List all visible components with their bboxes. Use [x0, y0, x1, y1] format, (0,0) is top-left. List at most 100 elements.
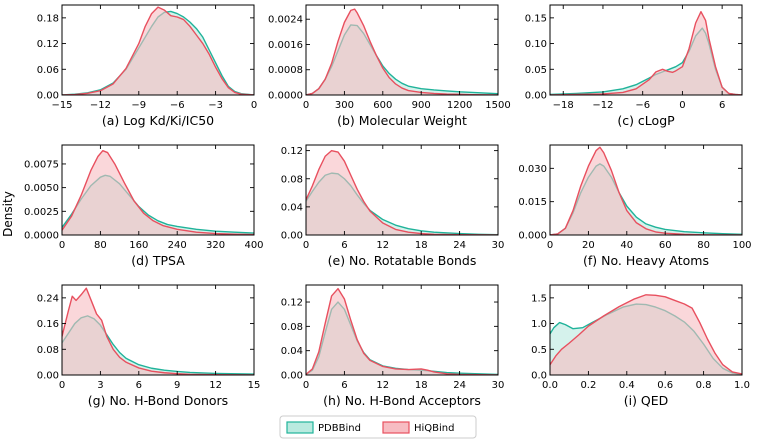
series-line-hiqbind — [62, 149, 254, 235]
y-tick-label: 0.08 — [281, 322, 303, 333]
series-line-hiqbind — [306, 149, 498, 235]
series-area-hiqbind — [306, 150, 498, 235]
panel-b-molecular-weight: 0 300 600 900 1200 1500 0.0000 0.0008 0.0016 0.00… — [268, 4, 511, 128]
series-area-hiqbind — [62, 150, 254, 235]
panel-h-no-h-bond-acceptors: 0 6 12 18 24 30 0.00 0.04 0.08 0.12 (h) No. H-Bond… — [281, 284, 505, 408]
y-tick-label: 0.0008 — [268, 65, 303, 76]
series-line-hiqbind — [306, 287, 498, 375]
y-tick-label: 0.15 — [525, 13, 547, 24]
x-tick-label: 80 — [94, 240, 107, 251]
panel-g-no-h-bond-donors: 0 3 6 9 12 15 0.00 0.08 0.16 0.24 (g) No. H-Bond D… — [37, 284, 261, 408]
series-group — [550, 294, 742, 375]
x-tick-label: −3 — [208, 100, 223, 111]
y-tick-label: 0.12 — [37, 39, 59, 50]
axes-frame — [61, 144, 255, 236]
legend-frame — [279, 415, 477, 439]
x-tick-label: 60 — [659, 240, 672, 251]
y-tick-label: 0.00 — [281, 371, 303, 382]
y-tick-label: 0.0000 — [268, 91, 303, 102]
y-tick-label: 0.0025 — [24, 207, 59, 218]
x-tick-label: 0.6 — [657, 380, 673, 391]
x-tick-label: 24 — [453, 240, 466, 251]
y-tick-label: 0.0000 — [24, 231, 59, 242]
x-tick-label: 15 — [248, 380, 261, 391]
x-tick-label: 900 — [412, 100, 431, 111]
x-tick-label: −6 — [635, 100, 650, 111]
series-line-hiqbind — [550, 294, 742, 375]
x-tick-label: 20 — [582, 240, 595, 251]
y-tick-label: 0.05 — [525, 65, 547, 76]
x-tick-label: 30 — [492, 240, 505, 251]
x-tick-label: 0.8 — [696, 380, 712, 391]
series-area-hiqbind — [550, 11, 742, 95]
x-tick-label: 0.0 — [542, 380, 558, 391]
x-tick-label: 300 — [335, 100, 354, 111]
x-tick-label: 1500 — [485, 100, 510, 111]
y-axis-label: Density — [1, 191, 15, 237]
y-tick-label: 0.12 — [281, 146, 303, 157]
x-tick-label: −12 — [592, 100, 613, 111]
x-tick-label: 100 — [732, 240, 751, 251]
panel-d-tpsa: 0 80 160 240 320 400 0.0000 0.0025 0.0050 0.0075 (… — [24, 144, 264, 268]
axes-frame — [549, 284, 743, 376]
y-tick-label: 0.16 — [37, 319, 59, 330]
series-area-hiqbind — [550, 294, 742, 375]
y-tick-label: 0.08 — [37, 345, 59, 356]
panel-caption: (a) Log Kd/Ki/IC50 — [102, 113, 214, 128]
y-tick-label: 0.000 — [518, 231, 547, 242]
x-tick-label: 6 — [719, 100, 725, 111]
y-tick-label: 0.5 — [531, 345, 547, 356]
x-tick-label: −12 — [90, 100, 111, 111]
panels: −15 −12 −9 −6 −3 00.000.060.120.18(a) Log Kd/… — [24, 4, 752, 408]
panel-caption: (f) No. Heavy Atoms — [583, 253, 709, 268]
panel-caption: (d) TPSA — [131, 253, 185, 268]
y-tick-label: 0.00 — [37, 371, 59, 382]
series-line-hiqbind — [62, 287, 254, 375]
x-tick-label: 0 — [251, 100, 257, 111]
axes-frame — [61, 4, 255, 96]
x-tick-label: −15 — [51, 100, 72, 111]
x-tick-label: 1200 — [447, 100, 472, 111]
x-tick-label: 30 — [492, 380, 505, 391]
panel-caption: (g) No. H-Bond Donors — [88, 393, 228, 408]
panel-caption: (h) No. H-Bond Acceptors — [323, 393, 481, 408]
x-tick-label: 0 — [303, 100, 309, 111]
y-tick-label: 0.04 — [281, 202, 303, 213]
y-tick-label: 0.24 — [37, 293, 59, 304]
series-line-hiqbind — [550, 10, 742, 95]
x-tick-label: 12 — [209, 380, 222, 391]
y-tick-label: 0.10 — [525, 39, 547, 50]
x-tick-label: 0.2 — [580, 380, 596, 391]
y-tick-label: 0.0075 — [24, 159, 59, 170]
x-tick-label: 0 — [303, 380, 309, 391]
axes-frame — [61, 284, 255, 376]
x-tick-label: 18 — [415, 380, 428, 391]
y-tick-label: 0.030 — [518, 164, 547, 175]
axes-frame — [549, 144, 743, 236]
x-tick-label: 0 — [59, 380, 65, 391]
series-group — [62, 149, 254, 235]
x-tick-label: 24 — [453, 380, 466, 391]
axes-frame — [305, 144, 499, 236]
y-tick-label: 0.0024 — [268, 15, 303, 26]
x-tick-label: 40 — [620, 240, 633, 251]
y-tick-label: 0.18 — [37, 13, 59, 24]
x-tick-label: 6 — [341, 240, 347, 251]
series-area-hiqbind — [62, 7, 254, 95]
y-tick-label: 0.00 — [37, 91, 59, 102]
y-tick-label: 0.015 — [518, 197, 547, 208]
y-tick-label: 0.12 — [281, 298, 303, 309]
axes-frame — [305, 284, 499, 376]
legend-label-hiqbind: HiQBind — [414, 423, 455, 434]
legend-swatch-hiqbind — [382, 421, 410, 434]
x-tick-label: 1.0 — [734, 380, 750, 391]
x-tick-label: 0 — [59, 240, 65, 251]
x-tick-label: 400 — [244, 240, 263, 251]
y-tick-label: 0.04 — [281, 346, 303, 357]
series-area-hiqbind — [306, 288, 498, 375]
legend-swatch-pdbbind — [286, 421, 314, 434]
x-tick-label: −9 — [131, 100, 146, 111]
y-tick-label: 0.06 — [37, 65, 59, 76]
x-tick-label: 6 — [136, 380, 142, 391]
